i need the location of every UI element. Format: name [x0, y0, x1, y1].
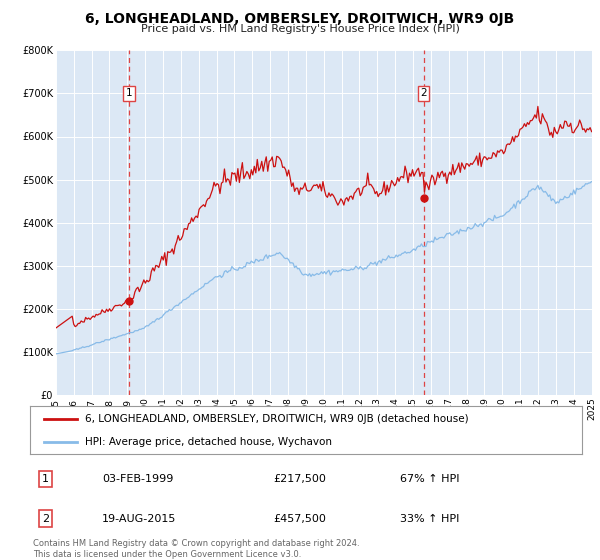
Text: HPI: Average price, detached house, Wychavon: HPI: Average price, detached house, Wych… — [85, 437, 332, 447]
Text: 19-AUG-2015: 19-AUG-2015 — [102, 514, 176, 524]
Text: 2: 2 — [421, 88, 427, 99]
Text: 2: 2 — [42, 514, 49, 524]
Text: £217,500: £217,500 — [273, 474, 326, 484]
Text: 1: 1 — [42, 474, 49, 484]
Text: 6, LONGHEADLAND, OMBERSLEY, DROITWICH, WR9 0JB (detached house): 6, LONGHEADLAND, OMBERSLEY, DROITWICH, W… — [85, 414, 469, 424]
Text: 6, LONGHEADLAND, OMBERSLEY, DROITWICH, WR9 0JB: 6, LONGHEADLAND, OMBERSLEY, DROITWICH, W… — [85, 12, 515, 26]
Text: 33% ↑ HPI: 33% ↑ HPI — [400, 514, 459, 524]
Text: Price paid vs. HM Land Registry's House Price Index (HPI): Price paid vs. HM Land Registry's House … — [140, 24, 460, 34]
Text: 03-FEB-1999: 03-FEB-1999 — [102, 474, 173, 484]
Text: 67% ↑ HPI: 67% ↑ HPI — [400, 474, 460, 484]
Text: £457,500: £457,500 — [273, 514, 326, 524]
Text: Contains HM Land Registry data © Crown copyright and database right 2024.
This d: Contains HM Land Registry data © Crown c… — [33, 539, 359, 559]
Text: 1: 1 — [126, 88, 133, 99]
